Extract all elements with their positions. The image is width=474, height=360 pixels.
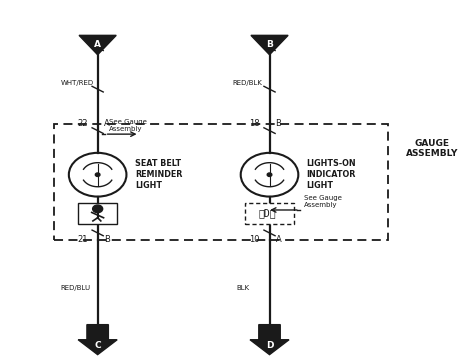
Text: SEAT BELT
REMINDER
LIGHT: SEAT BELT REMINDER LIGHT (135, 159, 182, 190)
Text: See Gauge
Assembly: See Gauge Assembly (109, 120, 147, 132)
Text: 10: 10 (249, 235, 259, 244)
Text: A: A (275, 235, 281, 244)
Polygon shape (250, 325, 289, 355)
Text: GAUGE
ASSEMBLY: GAUGE ASSEMBLY (406, 139, 458, 158)
Text: RED/BLU: RED/BLU (61, 285, 91, 291)
Circle shape (267, 173, 272, 176)
Text: B: B (275, 119, 282, 128)
Bar (54, 123, 388, 240)
Text: A: A (104, 119, 109, 128)
Text: See Gauge
Assembly: See Gauge Assembly (304, 195, 342, 208)
Text: LIGHTS-ON
INDICATOR
LIGHT: LIGHTS-ON INDICATOR LIGHT (307, 159, 356, 190)
Text: 21: 21 (77, 235, 87, 244)
Text: C: C (94, 341, 101, 350)
Polygon shape (78, 325, 117, 355)
Text: 18: 18 (249, 119, 259, 128)
Polygon shape (79, 35, 116, 55)
Circle shape (95, 173, 100, 176)
Text: B: B (104, 235, 109, 244)
Polygon shape (251, 35, 288, 55)
Text: B: B (266, 40, 273, 49)
Bar (245, 203, 294, 224)
Text: BLK: BLK (236, 285, 249, 291)
Text: A: A (94, 40, 101, 49)
Text: RED/BLK: RED/BLK (232, 80, 262, 86)
Text: ⋙D⋘: ⋙D⋘ (258, 208, 276, 219)
Circle shape (92, 205, 103, 213)
Text: WHT/RED: WHT/RED (61, 80, 93, 86)
Text: D: D (266, 341, 273, 350)
Text: 22: 22 (77, 119, 87, 128)
Bar (78, 203, 118, 224)
